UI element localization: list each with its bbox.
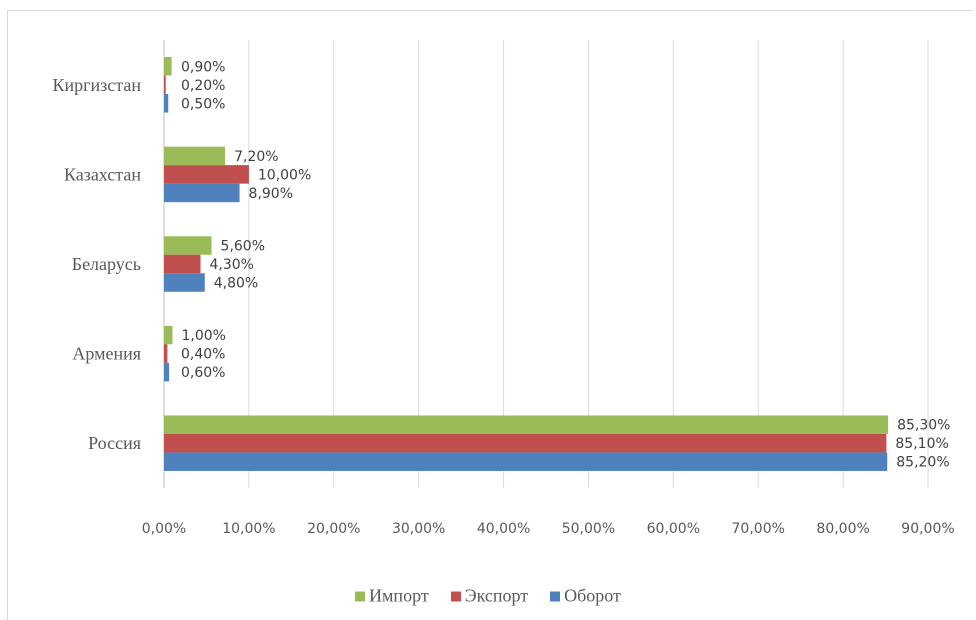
x-tick-label: 50,00% xyxy=(562,521,615,537)
x-tick-label: 40,00% xyxy=(477,521,530,537)
data-label: 0,90% xyxy=(181,59,225,75)
chart-legend: Импорт Экспорт Оборот xyxy=(0,586,976,607)
bar-0 xyxy=(164,146,226,166)
category-label: Киргизстан xyxy=(53,75,142,95)
legend-item-turnover: Оборот xyxy=(550,586,621,607)
bar-1 xyxy=(164,165,249,184)
data-label: 85,30% xyxy=(897,418,950,434)
data-label: 0,40% xyxy=(181,347,225,363)
category-label: Беларусь xyxy=(72,254,141,274)
data-label: 8,90% xyxy=(249,186,293,202)
data-label: 0,20% xyxy=(181,78,225,94)
legend-item-export: Экспорт xyxy=(450,585,529,607)
legend-label-turnover: Оборот xyxy=(564,585,621,606)
category-label: Казахстан xyxy=(64,164,141,184)
bar-1 xyxy=(164,344,168,363)
bar-1 xyxy=(164,254,201,274)
category-label: Армения xyxy=(72,344,141,364)
x-tick-label: 80,00% xyxy=(816,521,869,537)
x-tick-label: 0,00% xyxy=(142,521,186,537)
legend-swatch-turnover xyxy=(550,591,561,601)
x-tick-label: 30,00% xyxy=(392,521,445,537)
bar-2 xyxy=(164,452,888,471)
data-label: 0,60% xyxy=(181,365,225,381)
data-label: 1,00% xyxy=(181,328,225,344)
data-label: 0,50% xyxy=(181,96,225,112)
chart-frame xyxy=(7,10,973,620)
bar-0 xyxy=(164,325,173,345)
legend-label-export: Экспорт xyxy=(464,585,529,606)
x-tick-label: 60,00% xyxy=(647,521,700,537)
bar-2 xyxy=(164,362,170,382)
bar-2 xyxy=(164,94,169,113)
data-label: 85,20% xyxy=(896,455,949,471)
bar-0 xyxy=(164,236,212,255)
data-label: 4,30% xyxy=(210,257,254,273)
bar-2 xyxy=(164,273,205,292)
data-label: 10,00% xyxy=(258,167,311,183)
bar-1 xyxy=(164,433,887,453)
category-label: Россия xyxy=(88,433,141,453)
legend-item-import: Импорт xyxy=(355,586,429,607)
bar-0 xyxy=(164,57,172,76)
bar-2 xyxy=(164,183,240,203)
data-label: 7,20% xyxy=(234,149,278,165)
legend-swatch-export xyxy=(450,591,461,601)
bar-0 xyxy=(164,415,889,434)
x-tick-label: 70,00% xyxy=(732,521,785,537)
data-label: 5,60% xyxy=(221,239,265,255)
x-tick-label: 10,00% xyxy=(222,521,275,537)
legend-swatch-import xyxy=(355,591,366,601)
x-tick-label: 90,00% xyxy=(901,521,954,537)
data-label: 85,10% xyxy=(895,436,948,452)
legend-label-import: Импорт xyxy=(369,585,429,606)
x-tick-label: 20,00% xyxy=(307,521,360,537)
bar-1 xyxy=(164,75,166,95)
data-label: 4,80% xyxy=(214,276,258,292)
